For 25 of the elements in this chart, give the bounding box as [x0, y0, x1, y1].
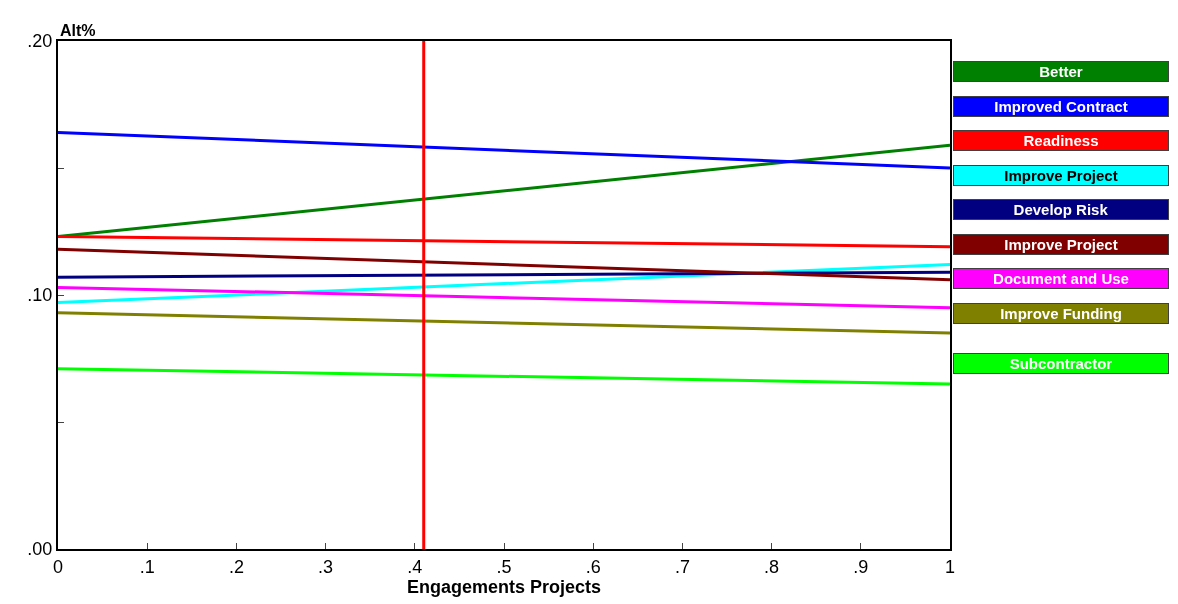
text: Improved Contract [994, 98, 1128, 115]
x-tick-label: .7 [674, 556, 690, 577]
y-tick-label: .20 [27, 31, 53, 52]
x-tick-label: .2 [228, 556, 244, 577]
y-tick-label: .10 [27, 285, 53, 306]
text: Readiness [1023, 132, 1099, 149]
x-axis-title: Engagements Projects [406, 576, 602, 597]
x-tick-label: .8 [764, 556, 780, 577]
text: Develop Risk [1013, 201, 1109, 218]
text: Improve Project [1004, 236, 1118, 253]
text: Subcontractor [1009, 355, 1113, 372]
text: Improve Project [1004, 167, 1118, 184]
x-tick-label: .3 [318, 556, 334, 577]
y-tick-label: .00 [27, 539, 53, 560]
text: Document and Use [993, 270, 1129, 287]
x-tick-label: .1 [139, 556, 155, 577]
text: Improve Funding [1000, 305, 1122, 322]
x-tick-label: .6 [585, 556, 601, 577]
text: Better [1039, 63, 1083, 80]
y-axis-title: Alt% [60, 22, 96, 39]
x-tick-label: 0 [52, 556, 64, 577]
x-tick-label: .9 [853, 556, 869, 577]
x-tick-label: .5 [496, 556, 512, 577]
x-tick-label: .4 [407, 556, 423, 577]
x-tick-label: 1 [944, 556, 956, 577]
